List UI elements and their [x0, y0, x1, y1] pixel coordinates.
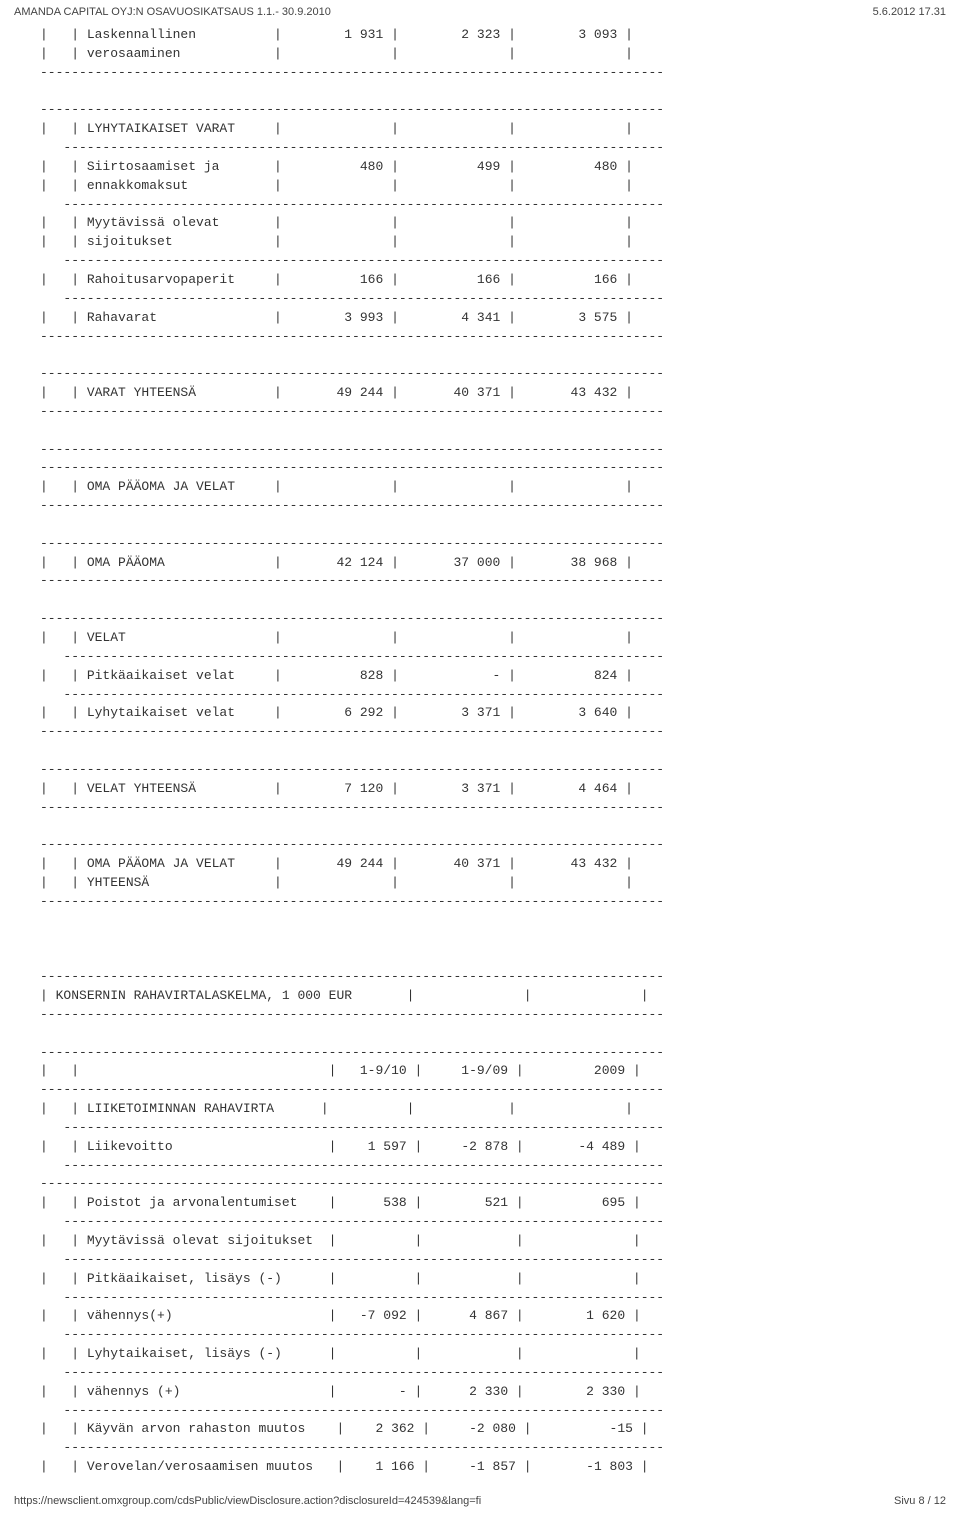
footer-page-number: Sivu 8 / 12	[894, 1495, 946, 1507]
header-title: AMANDA CAPITAL OYJ:N OSAVUOSIKATSAUS 1.1…	[14, 6, 331, 18]
header-datetime: 5.6.2012 17.31	[873, 6, 946, 18]
report-body: | | Laskennallinen | 1 931 | 2 323 | 3 0…	[0, 22, 960, 1487]
page-footer: https://newsclient.omxgroup.com/cdsPubli…	[0, 1487, 960, 1519]
page-header: AMANDA CAPITAL OYJ:N OSAVUOSIKATSAUS 1.1…	[0, 0, 960, 22]
ascii-table: | | Laskennallinen | 1 931 | 2 323 | 3 0…	[40, 26, 930, 1477]
footer-url: https://newsclient.omxgroup.com/cdsPubli…	[14, 1495, 481, 1507]
